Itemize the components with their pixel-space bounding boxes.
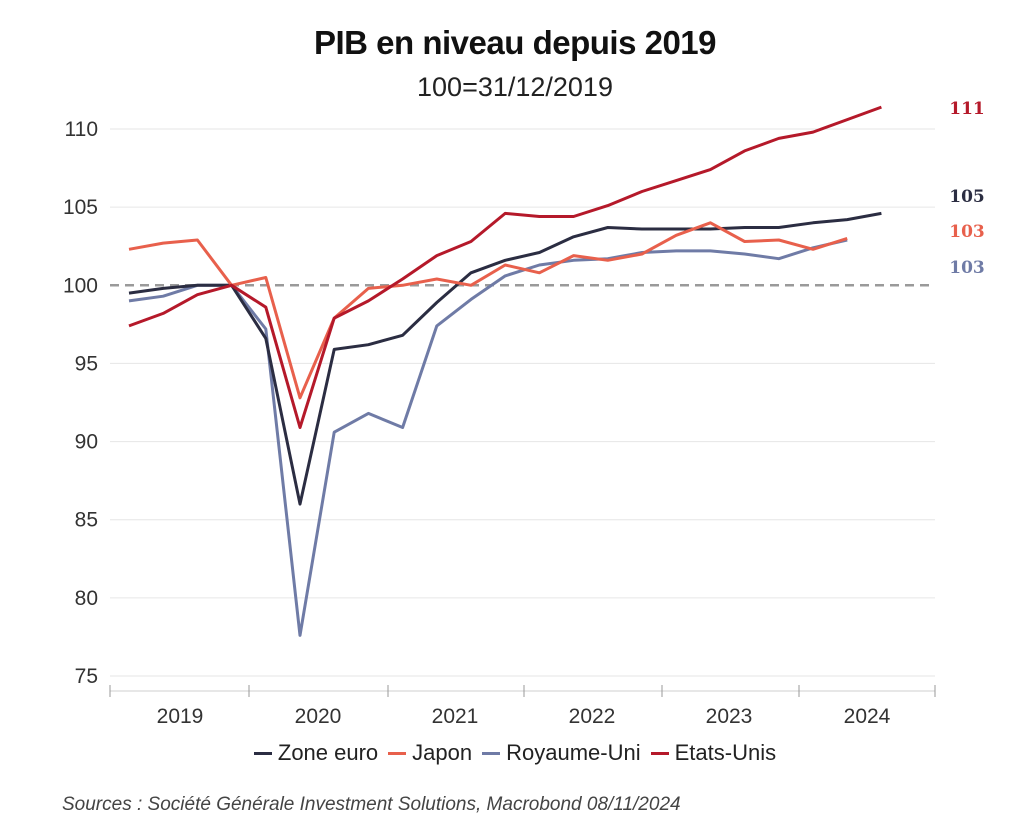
legend-label: Zone euro [277, 740, 379, 765]
end-label-royaume-uni: 103 [949, 258, 985, 278]
y-tick-label: 85 [75, 509, 98, 532]
end-labels: 105 103 103 111 [949, 99, 985, 278]
y-axis: 75 80 85 90 95 100 105 110 [63, 118, 98, 688]
x-tick-label: 2021 [432, 705, 479, 728]
legend-item: Zone euro [253, 740, 379, 766]
legend-item: Royaume-Uni [482, 740, 641, 766]
y-tick-label: 80 [75, 587, 98, 610]
chart-title: PIB en niveau depuis 2019 [314, 24, 717, 61]
y-tick-label: 75 [75, 665, 98, 688]
legend-item: Japon [388, 740, 472, 766]
legend-label: Japon [412, 740, 473, 765]
y-tick-label: 110 [65, 118, 98, 141]
legend-swatch [482, 751, 501, 755]
y-tick-label: 90 [75, 431, 98, 454]
legend-label: Royaume-Uni [506, 740, 641, 765]
series-line-japon [128, 221, 848, 400]
series-line-royaume-uni [128, 238, 848, 637]
legend-label: Etats-Unis [674, 740, 777, 765]
y-tick-label: 105 [63, 196, 98, 219]
x-axis: 2019 2020 2021 2022 2023 2024 [109, 685, 936, 728]
series-line-zone-euro [128, 211, 882, 506]
x-tick-label: 2022 [569, 705, 616, 728]
legend-item: Etats-Unis [650, 740, 777, 766]
x-tick-label: 2019 [157, 705, 204, 728]
grid [110, 128, 935, 677]
end-label-etats-unis: 111 [949, 99, 985, 119]
series-lines [128, 105, 882, 637]
legend-swatch [253, 751, 272, 755]
source-note: Sources : Société Générale Investment So… [62, 794, 681, 815]
end-label-zone-euro: 105 [949, 187, 985, 207]
x-tick-label: 2020 [295, 705, 342, 728]
legend-swatch [650, 751, 669, 755]
legend: Zone euro Japon Royaume-Uni Etats-Unis [0, 740, 1030, 766]
series-line-etats-unis [128, 105, 882, 429]
y-tick-label: 95 [75, 352, 98, 375]
legend-swatch [388, 751, 407, 755]
line-chart: 75 80 85 90 95 100 105 110 2019 2020 2021 2022 2023… [63, 99, 985, 728]
x-tick-label: 2023 [706, 705, 753, 728]
y-tick-label: 100 [63, 274, 98, 297]
x-tick-label: 2024 [844, 705, 891, 728]
chart-subtitle: 100=31/12/2019 [417, 72, 613, 102]
end-label-japon: 103 [949, 222, 985, 242]
